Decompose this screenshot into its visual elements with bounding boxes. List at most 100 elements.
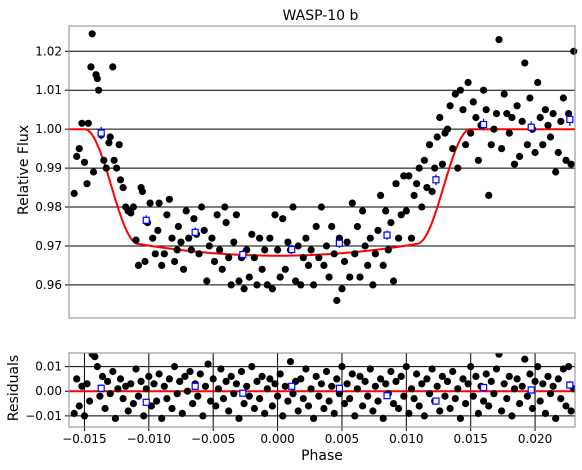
residual-binned-point	[97, 384, 105, 393]
flux-point	[346, 273, 354, 281]
flux-point	[454, 164, 462, 172]
residual-point	[145, 372, 153, 380]
residual-point	[410, 395, 418, 403]
residual-point	[104, 377, 112, 385]
flux-point	[498, 145, 506, 153]
phase-x-tick-label: −0.005	[191, 432, 235, 446]
flux-point	[190, 215, 198, 223]
flux-binned-point	[142, 215, 150, 226]
flux-point	[485, 191, 493, 199]
flux-point	[397, 211, 405, 219]
flux-point	[73, 152, 81, 160]
phase-x-tick-label: 0.000	[260, 432, 294, 446]
flux-point	[187, 246, 195, 254]
residual-point	[237, 367, 246, 376]
flux-point	[304, 261, 313, 269]
flux-point	[328, 222, 336, 231]
flux-point	[110, 156, 118, 164]
flux-point	[322, 242, 331, 250]
residual-binned-point	[479, 383, 488, 392]
flux-point	[469, 98, 477, 106]
residual-point	[562, 402, 570, 410]
flux-point	[149, 234, 157, 242]
residual-point	[245, 392, 253, 400]
flux-point	[539, 141, 547, 149]
residual-point	[281, 382, 289, 390]
flux-point	[523, 141, 532, 149]
residual-binned-marker	[566, 381, 574, 389]
flux-binned-point	[479, 118, 488, 131]
residual-point	[196, 370, 204, 378]
flux-point	[163, 211, 171, 219]
flux-point	[129, 203, 137, 211]
residual-point	[456, 414, 464, 422]
residual-point	[516, 400, 524, 408]
flux-point	[443, 125, 452, 133]
residual-point	[526, 370, 534, 378]
flux-point	[536, 113, 544, 122]
residual-binned-point	[432, 397, 440, 405]
flux-binned-point	[239, 249, 247, 260]
flux-point	[227, 281, 235, 289]
flux-binned-marker	[191, 228, 199, 236]
residual-point	[279, 412, 287, 420]
flux-point	[146, 199, 154, 207]
flux-binned-point	[288, 244, 296, 255]
residual-point	[338, 363, 346, 371]
flux-point	[438, 160, 446, 168]
residual-point	[199, 412, 207, 420]
flux-point	[371, 250, 379, 258]
flux-binned-marker	[142, 216, 150, 224]
residual-point	[495, 353, 503, 358]
residual-point	[248, 363, 256, 371]
residual-point	[307, 385, 315, 393]
residual-binned-marker	[383, 392, 391, 400]
residual-point	[395, 404, 403, 413]
flux-point	[203, 277, 211, 285]
residual-point	[155, 370, 163, 378]
residual-point	[554, 375, 562, 383]
flux-point	[369, 281, 377, 289]
residual-point	[498, 407, 506, 415]
flux-point	[472, 113, 480, 122]
flux-point	[154, 226, 162, 234]
residual-binned-point	[566, 380, 574, 390]
residual-binned-point	[335, 384, 343, 392]
phase-x-tick-label: 0.015	[454, 432, 488, 446]
residual-point	[158, 414, 166, 422]
flux-point	[546, 133, 555, 141]
residual-point	[201, 382, 210, 390]
flux-point	[425, 141, 434, 149]
residual-point	[109, 367, 117, 376]
flux-point	[198, 203, 206, 211]
flux-point	[433, 133, 441, 141]
residual-point	[544, 372, 552, 380]
residual-point	[73, 375, 81, 383]
flux-point	[487, 141, 495, 149]
residual-point	[268, 402, 276, 410]
flux-point	[70, 189, 78, 197]
flux-point	[503, 110, 511, 118]
residual-point	[132, 365, 140, 373]
residual-point	[340, 400, 349, 408]
flux-point	[294, 242, 302, 250]
flux-binned-marker	[527, 123, 535, 131]
flux-point	[495, 36, 503, 44]
flux-point	[462, 141, 470, 149]
flux-point	[359, 207, 367, 215]
flux-point	[374, 226, 382, 234]
residual-point	[420, 412, 428, 420]
flux-point	[351, 250, 359, 258]
residual-point	[467, 363, 475, 371]
residual-point	[505, 372, 513, 380]
flux-point	[95, 86, 103, 94]
flux-binned-point	[566, 112, 574, 127]
flux-point	[182, 207, 190, 215]
residual-point	[405, 409, 413, 417]
flux-point	[356, 273, 364, 281]
phase-x-tick-label: −0.010	[127, 432, 171, 446]
flux-point	[544, 121, 552, 129]
flux-point	[567, 160, 575, 168]
residual-point	[194, 392, 202, 400]
residual-point	[428, 365, 436, 373]
